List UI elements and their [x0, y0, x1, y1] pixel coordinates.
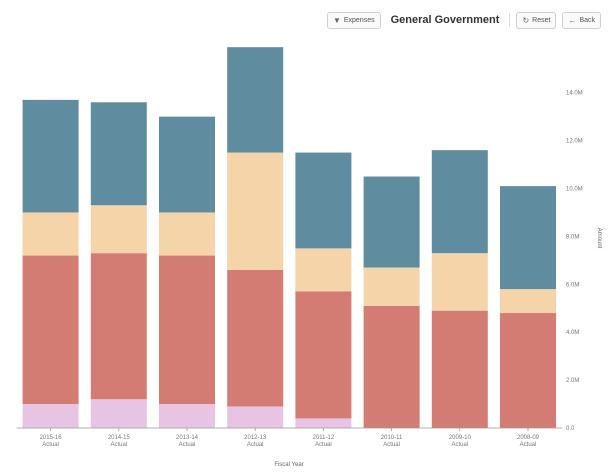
back-button[interactable]: ← Back [562, 11, 601, 29]
y-tick-label: 2.0M [566, 378, 579, 384]
chart-header: ▼ Expenses General Government ↻ Reset ← … [326, 11, 601, 29]
bar-segment[interactable] [90, 399, 147, 428]
x-tick-label: 2008-09 [517, 435, 540, 441]
x-tick-labels: 2008-09Actual2009-10Actual2010-11Actual2… [40, 428, 540, 448]
bar-segment[interactable] [159, 255, 215, 405]
chart-title: General Government [390, 14, 500, 26]
bar-segment[interactable] [227, 269, 284, 407]
y-tick-label: 8.0M [566, 234, 579, 240]
reset-icon: ↻ [522, 15, 530, 25]
x-tick-label: 2009-10 [449, 435, 472, 441]
back-label: Back [579, 16, 595, 24]
x-tick-sublabel: Actual [179, 442, 196, 448]
x-tick-sublabel: Actual [110, 442, 127, 448]
bar-segment[interactable] [500, 186, 556, 290]
expenses-dropdown[interactable]: ▼ Expenses [326, 11, 381, 29]
reset-label: Reset [532, 16, 551, 24]
bar-segment[interactable] [295, 248, 352, 292]
bar-segment[interactable] [22, 212, 79, 256]
bar-segment[interactable] [22, 404, 79, 428]
y-tick-label: 10.0M [566, 186, 583, 192]
y-tick-label: 12.0M [566, 139, 583, 145]
x-tick-sublabel: Actual [383, 442, 400, 448]
bar-segment[interactable] [90, 253, 147, 400]
back-arrow-icon: ← [568, 15, 577, 25]
x-tick-label: 2010-11 [381, 435, 403, 441]
bar-segment[interactable] [295, 291, 352, 419]
x-tick-label: 2012-13 [244, 435, 267, 441]
y-tick-label: 4.0M [566, 330, 579, 336]
x-tick-sublabel: Actual [42, 442, 59, 448]
y-tick-labels: 0.0 2.0M 4.0M 6.0M 8.0M 10.0M 12.0M 14.0M [566, 91, 583, 432]
divider [509, 13, 511, 27]
x-tick-label: 2013-14 [176, 435, 199, 441]
y-tick-label: 14.0M [566, 91, 583, 97]
expenses-label: Expenses [343, 16, 375, 24]
x-tick-sublabel: Actual [520, 442, 537, 448]
bar-segment[interactable] [363, 267, 420, 306]
bar-segment[interactable] [295, 152, 352, 249]
bar-segment[interactable] [227, 406, 284, 428]
reset-button[interactable]: ↻ Reset [516, 11, 557, 29]
bars-group [22, 47, 556, 428]
bar-segment[interactable] [431, 310, 488, 428]
bar-segment[interactable] [227, 47, 284, 153]
bar-segment[interactable] [227, 152, 284, 270]
bar-segment[interactable] [500, 313, 556, 428]
x-tick-sublabel: Actual [315, 442, 332, 448]
x-axis-title: Fiscal Year [274, 462, 303, 468]
bar-segment[interactable] [90, 102, 147, 206]
bar-segment[interactable] [431, 150, 488, 254]
filter-icon: ▼ [332, 15, 341, 25]
x-tick-label: 2011-12 [313, 435, 335, 441]
x-tick-label: 2015-16 [40, 435, 63, 441]
bar-segment[interactable] [431, 253, 488, 311]
y-tick-label: 6.0M [566, 282, 579, 288]
bar-segment[interactable] [363, 305, 420, 428]
bar-segment[interactable] [159, 212, 215, 256]
x-tick-sublabel: Actual [247, 442, 264, 448]
bar-segment[interactable] [22, 255, 79, 405]
bar-segment[interactable] [90, 205, 147, 254]
bar-segment[interactable] [363, 176, 420, 268]
bar-segment[interactable] [159, 404, 215, 428]
y-tick-label: 0.0 [566, 426, 575, 432]
x-tick-label: 2014-15 [108, 435, 131, 441]
x-tick-sublabel: Actual [451, 442, 468, 448]
bar-segment[interactable] [295, 418, 352, 428]
bar-segment[interactable] [500, 289, 556, 314]
y-axis-title: Amount [596, 228, 602, 249]
bar-segment[interactable] [159, 116, 215, 213]
bar-segment[interactable] [22, 99, 79, 213]
